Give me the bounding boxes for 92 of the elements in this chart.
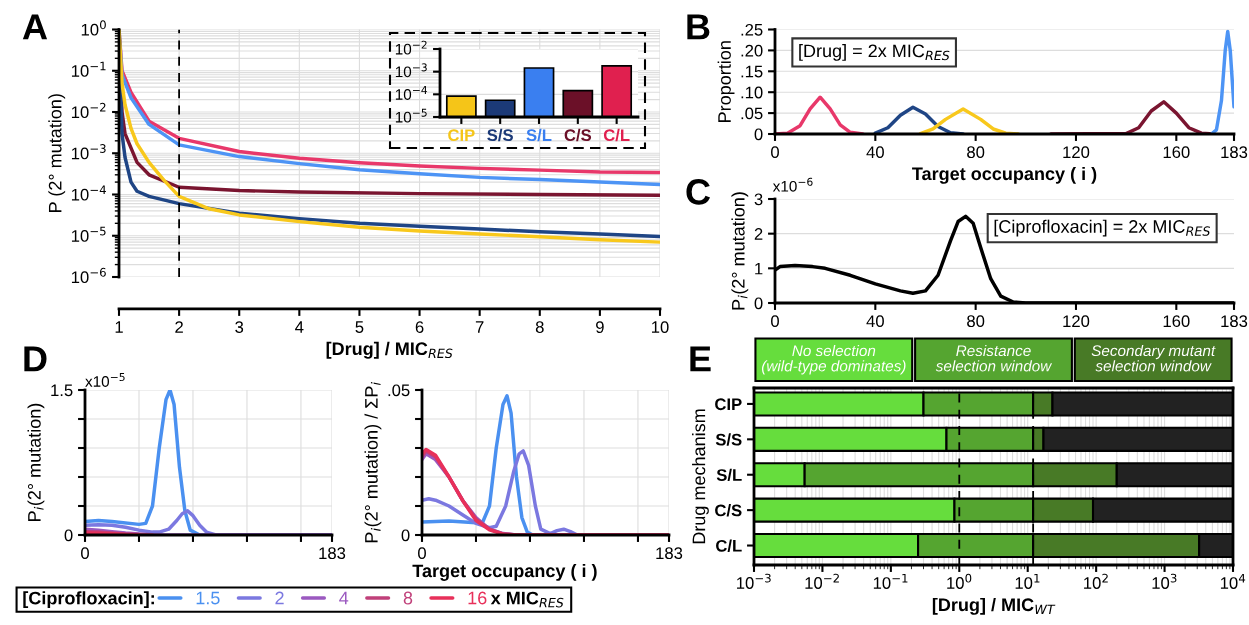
x-axis-title: [Drug] / MIC$_{RES}$ (326, 341, 453, 359)
legend-label: 1.5 (196, 591, 220, 605)
text: Secondary mutant selection window (1091, 344, 1216, 372)
annotation: [Drug] = 2x MIC$_{RES}$ (799, 44, 950, 61)
x-tick-label: 10$^{0}$ (947, 573, 972, 589)
y-tick-label: S/L (716, 468, 742, 482)
x-tick-label: 10$^{−2}$ (805, 573, 839, 589)
x-tick-label: 1 (115, 321, 123, 333)
series-label: Resistance selection window (935, 344, 1053, 372)
series-label: No selection (wild-type dominates) (761, 344, 906, 375)
x-tick-label: 120 (1063, 315, 1090, 328)
y-tick-label: CIP (715, 398, 742, 411)
y-axis-title: Proportion (717, 41, 735, 122)
x-tick-label: 183 (319, 547, 346, 560)
chart-title: C (686, 179, 711, 205)
y-tick-label: 10$^{−5}$ (395, 108, 427, 123)
y-axis-title: P$_{i}$(2° mutation) (731, 192, 749, 310)
y-tick-label: 1 (755, 262, 763, 275)
legend-label: 4 (339, 591, 349, 605)
legend-label: 8 (403, 591, 413, 605)
y-tick-label: 10$^{−6}$ (71, 267, 106, 284)
x-tick-label: 7 (475, 321, 484, 333)
y-tick-label: 10$^{−5}$ (71, 226, 106, 242)
x-tick-label: 8 (535, 321, 544, 333)
x-tick-label: 40 (866, 146, 884, 159)
text: x10$^{−5}$ (85, 373, 125, 387)
y-tick-label: C/L (716, 539, 742, 552)
legend-label: 2 (275, 591, 284, 605)
y-tick-label: 10$^{−1}$ (71, 61, 106, 77)
x-tick-label: C/L (603, 128, 630, 142)
x-tick-label: CIP (448, 129, 475, 142)
x-tick-label: 80 (967, 315, 985, 328)
x-tick-label: 0 (771, 146, 779, 159)
x-tick-label: 3 (235, 321, 244, 333)
y-tick-label: 10$^{−4}$ (71, 185, 106, 201)
y-tick-label: 10$^{−4}$ (395, 86, 428, 100)
x-tick-label: 5 (355, 321, 364, 333)
x-tick-label: 9 (596, 321, 604, 333)
legend-label: 16 (468, 591, 487, 605)
annotation: [Ciprofloxacin] = 2x MIC$_{RES}$ (994, 219, 1211, 237)
x-tick-label: 160 (1163, 315, 1190, 328)
y-tick-label: 0 (401, 529, 410, 542)
x-tick-label: 10$^{4}$ (1220, 573, 1246, 589)
x-tick-label: 10 (652, 321, 669, 333)
legend-title: [Ciprofloxacin]: (23, 591, 154, 609)
x-tick-label: 183 (1221, 146, 1248, 159)
x-tick-label: C/S (564, 128, 592, 142)
y-axis-title: P$_{i}$(2° mutation) / ΣP$_{i}$ (364, 382, 382, 543)
y-tick-label: .05 (741, 107, 763, 120)
y-tick-label: .25 (741, 23, 763, 36)
y-tick-label: 3 (754, 193, 763, 206)
x-tick-label: S/L (526, 128, 552, 142)
x-tick-label: 10$^{−1}$ (873, 573, 908, 589)
y-tick-label: 10$^{−2}$ (395, 40, 427, 55)
x-tick-label: 0 (771, 315, 779, 328)
x-tick-label: 120 (1063, 146, 1090, 159)
chart-title: A (22, 14, 48, 40)
y-tick-label: 10$^{−2}$ (71, 102, 106, 119)
chart-title: D (24, 346, 47, 372)
y-tick-label: S/S (715, 433, 742, 446)
x-tick-label: 6 (415, 321, 424, 333)
text: x10$^{−6}$ (772, 177, 813, 192)
x-tick-label: 2 (175, 321, 183, 333)
x-tick-label: 10$^{3}$ (1152, 573, 1177, 589)
text: x MIC$_{RES}$ (490, 591, 564, 608)
x-axis-title: Target occupancy ( i ) (412, 564, 597, 581)
y-tick-label: .10 (741, 86, 763, 99)
y-axis-title: P (2° mutation) (48, 94, 66, 212)
y-tick-label: .20 (741, 44, 763, 57)
x-tick-label: 10$^{2}$ (1084, 573, 1108, 589)
x-tick-label: 80 (967, 146, 985, 159)
x-tick-label: 10$^{1}$ (1015, 573, 1040, 589)
x-tick-label: 183 (656, 547, 683, 560)
chart-title: E (690, 346, 711, 372)
x-axis-title: [Drug] / MIC$_{WT}$ (932, 597, 1056, 615)
y-tick-label: .05 (388, 384, 410, 397)
x-tick-label: 4 (295, 321, 304, 333)
y-tick-label: 10$^{0}$ (81, 20, 106, 36)
x-tick-label: 160 (1163, 146, 1190, 159)
y-tick-label: 0 (754, 297, 763, 310)
x-axis-title: Target occupancy ( i ) (912, 166, 1097, 184)
y-tick-label: C/S (715, 504, 742, 517)
y-tick-label: 2 (754, 228, 763, 240)
y-axis-title: P$_{i}$(2° mutation) (27, 403, 45, 521)
x-tick-label: 40 (866, 315, 884, 328)
y-tick-label: 10$^{−3}$ (395, 63, 427, 78)
y-tick-label: 0 (64, 529, 73, 542)
x-tick-label: S/S (487, 128, 513, 142)
x-tick-label: 183 (1221, 315, 1248, 328)
y-tick-label: .15 (741, 65, 763, 78)
y-axis-title: Drug mechanism (692, 409, 709, 544)
chart-title: B (687, 14, 710, 40)
